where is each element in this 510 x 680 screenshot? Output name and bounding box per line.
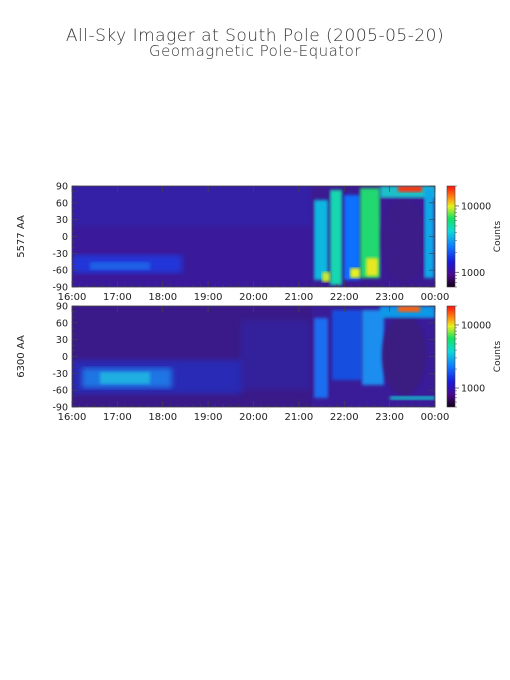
x-tick-label: 16:00 [58,412,87,423]
y-axis-label-5577: 5577 AA [16,215,27,258]
x-tick-label: 19:00 [194,412,223,423]
y-tick-label: -90 [52,283,68,294]
chart-title: All-Sky Imager at South Pole (2005-05-20… [65,26,445,46]
x-tick-label: 19:00 [194,292,223,303]
x-tick-label: 18:00 [148,412,177,423]
x-tick-label: 17:00 [103,292,132,303]
chart-subtitle: Geomagnetic Pole-Equator [148,42,362,60]
x-tick-label: 20:00 [239,292,268,303]
heatmap-image-5577 [72,186,435,287]
panel-6300: 90 60 30 0 -30 -60 -90 16:00 17:00 18:00 19:00 20:… [16,302,503,424]
colorbar-tick-label: 1000 [461,384,485,395]
y-tick-label: -90 [52,403,68,414]
y-tick-label: 0 [62,352,68,363]
colorbar-label-5577: Counts [493,220,503,252]
y-tick-label: 30 [56,215,68,226]
y-tick-label: 90 [56,182,68,193]
x-tick-label: 22:00 [330,412,359,423]
x-tick-label: 00:00 [421,292,450,303]
x-tick-label: 17:00 [103,412,132,423]
colorbar-axis-5577: 1000 10000 [455,185,491,288]
colorbar-5577 [446,185,456,288]
colorbar-tick-label: 1000 [461,268,485,279]
x-tick-label: 22:00 [330,292,359,303]
panel-5577: 90 60 30 0 -30 -60 -90 16:00 17:00 18:00 19:00 20:… [16,182,503,304]
y-tick-label: 60 [56,198,68,209]
y-tick-label: 60 [56,318,68,329]
x-tick-label: 23:00 [375,412,404,423]
y-tick-label: -30 [52,369,68,380]
x-tick-label: 18:00 [148,292,177,303]
y-axis-label-6300: 6300 AA [16,335,27,378]
heatmap-image-6300 [72,306,435,407]
y-tick-label: 0 [62,232,68,243]
colorbar-label-6300: Counts [493,340,503,372]
x-axis-6300: 16:00 17:00 18:00 19:00 20:00 21:00 22:00 23:00… [58,306,450,423]
x-tick-label: 21:00 [284,292,313,303]
y-tick-label: -60 [52,266,68,277]
x-tick-label: 16:00 [58,292,87,303]
y-tick-label: 30 [56,335,68,346]
y-tick-label: -60 [52,386,68,397]
y-axis-5577: 90 60 30 0 -30 -60 -90 [52,182,435,294]
x-tick-label: 23:00 [375,292,404,303]
colorbar-tick-label: 10000 [461,320,491,331]
x-tick-label: 20:00 [239,412,268,423]
x-axis-5577: 16:00 17:00 18:00 19:00 20:00 21:00 22:00 23:00… [58,186,450,303]
y-tick-label: -30 [52,249,68,260]
x-tick-label: 21:00 [284,412,313,423]
colorbar-6300 [446,305,456,408]
colorbar-tick-label: 10000 [461,201,491,212]
x-tick-label: 00:00 [421,412,450,423]
y-tick-label: 90 [56,302,68,313]
y-axis-6300: 90 60 30 0 -30 -60 -90 [52,302,435,414]
colorbar-axis-6300: 1000 10000 [455,305,491,408]
